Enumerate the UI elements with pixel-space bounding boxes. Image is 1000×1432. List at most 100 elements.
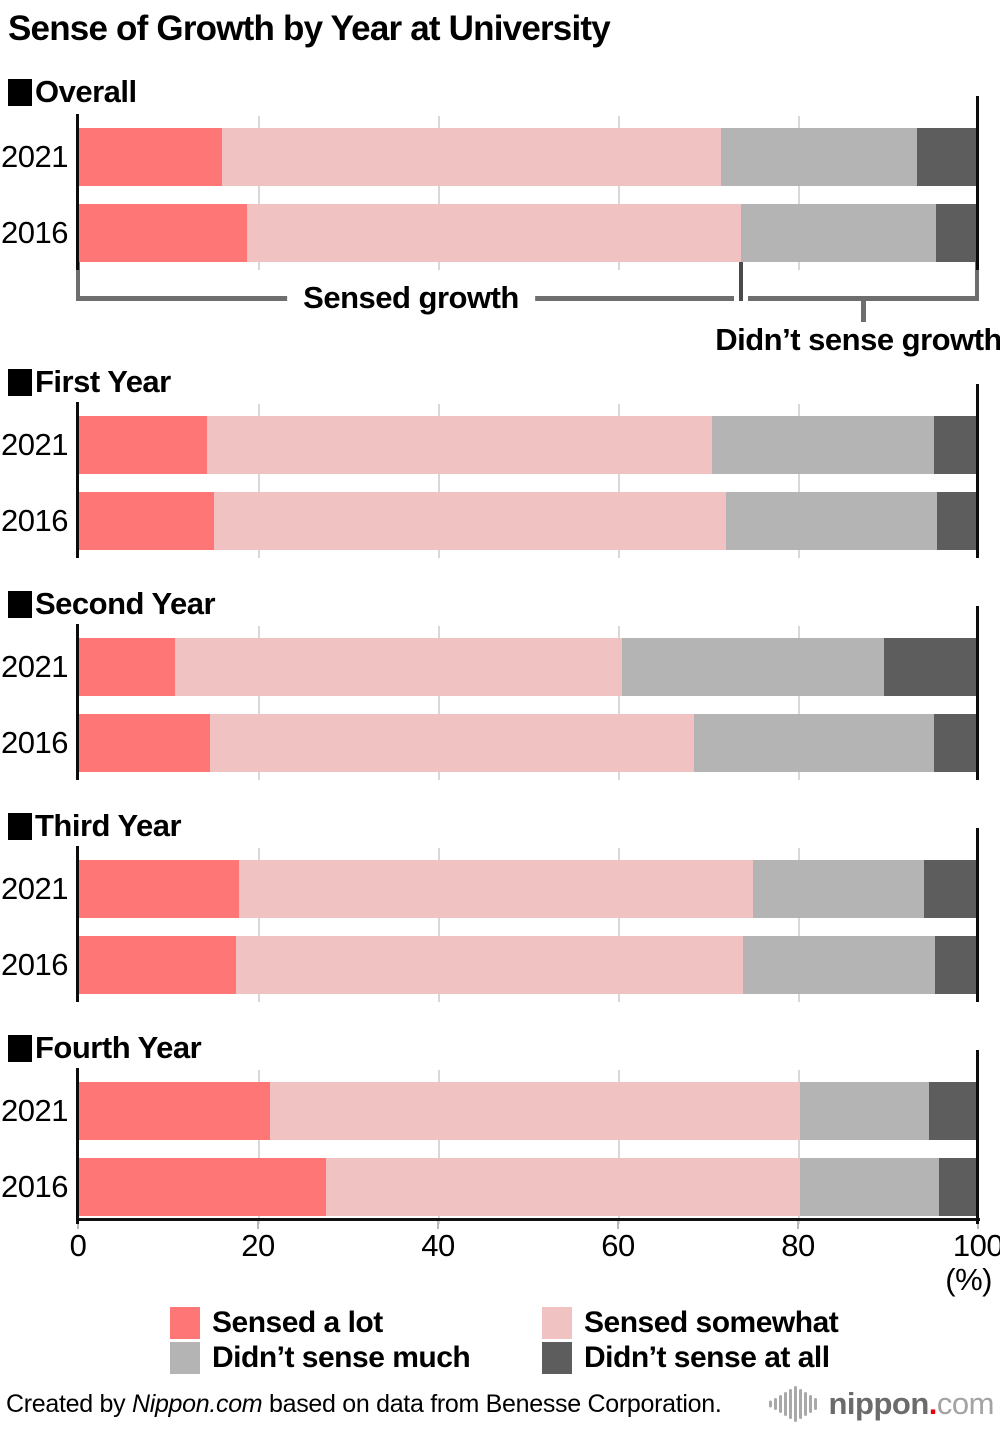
legend-label: Didn’t sense much [212, 1341, 471, 1374]
gridline-80 [798, 1070, 800, 1224]
gridline-20 [258, 1070, 260, 1224]
bar-segment-sensed-somewhat [213, 492, 726, 550]
bar-row: 2021 [1, 128, 978, 186]
gridline-40 [438, 116, 440, 270]
bar-segment-didnt-sense-at-all [937, 492, 978, 550]
axis-line-0 [76, 402, 79, 558]
x-tick-label: 0 [69, 1228, 87, 1263]
credit-text: Created by Nippon.com based on data from… [6, 1390, 722, 1419]
group-title: First Year [35, 364, 171, 399]
bar-segment-sensed-somewhat [236, 936, 744, 994]
legend-item-didnt-sense-at-all: Didn’t sense at all [542, 1341, 1000, 1375]
bar-segment-didnt-sense-at-all [935, 204, 978, 262]
bar-segment-sensed-somewhat [269, 1082, 800, 1140]
stacked-bar-fourth-year-2021 [78, 1082, 978, 1140]
x-tick-mark [437, 1221, 439, 1229]
legend-label: Sensed a lot [212, 1306, 383, 1339]
x-tick-label: 80 [781, 1228, 815, 1263]
legend-item-sensed-a-lot: Sensed a lot [170, 1306, 542, 1340]
bracket-tick-left [76, 259, 80, 301]
bar-row: 2016 [1, 204, 978, 262]
axis-line-0 [76, 624, 79, 780]
logo-wordmark: nippon.com [829, 1386, 995, 1422]
bar-segment-didnt-sense-much [725, 492, 938, 550]
plot-area-second-year: 2021 2016 [1, 606, 979, 780]
bar-segment-sensed-a-lot [78, 1158, 326, 1216]
axis-line-100 [976, 828, 979, 1002]
chart-group-third-year: Third Year 2021 2016 [0, 808, 1000, 1002]
bar-row: 2016 [1, 1158, 978, 1216]
legend-label: Didn’t sense at all [584, 1341, 830, 1374]
axis-line-100 [976, 96, 979, 270]
group-title: Third Year [35, 808, 182, 843]
axis-line-100 [976, 606, 979, 780]
year-label: 2021 [1, 649, 68, 684]
legend-swatch-sensed-a-lot [170, 1307, 200, 1339]
bar-segment-sensed-somewhat [247, 204, 742, 262]
bar-segment-didnt-sense-much [621, 638, 885, 696]
bar-segment-sensed-somewhat [239, 860, 753, 918]
black-square-icon [8, 1034, 32, 1062]
group-title: Second Year [35, 586, 216, 621]
legend-swatch-didnt-sense-much [170, 1342, 200, 1374]
bar-segment-sensed-somewhat [210, 714, 695, 772]
bracket-tick-right [975, 259, 979, 301]
bar-segment-sensed-a-lot [78, 416, 207, 474]
axis-line-100 [976, 1050, 979, 1224]
group-header-third-year: Third Year [8, 808, 1000, 844]
x-tick-label: 60 [601, 1228, 635, 1263]
bar-segment-sensed-a-lot [78, 860, 240, 918]
bar-segment-didnt-sense-at-all [929, 1082, 978, 1140]
legend-item-sensed-somewhat: Sensed somewhat [542, 1306, 1000, 1340]
axis-line-100 [976, 384, 979, 558]
bracket-tick-divider [734, 262, 749, 301]
x-tick-mark [797, 1221, 799, 1229]
black-square-icon [8, 78, 32, 106]
gridline-20 [258, 626, 260, 780]
bar-row: 2021 [1, 1082, 978, 1140]
growth-brackets: Sensed growth Didn’t sense growth [76, 259, 1000, 358]
bar-segment-sensed-a-lot [78, 638, 176, 696]
plot-area-third-year: 2021 2016 [1, 828, 979, 1002]
bar-row: 2016 [1, 714, 978, 772]
didnt-sense-growth-label: Didn’t sense growth [715, 322, 1000, 357]
gridline-80 [798, 404, 800, 558]
year-label: 2016 [1, 947, 68, 982]
gridline-40 [438, 1070, 440, 1224]
gridline-40 [438, 848, 440, 1002]
x-tick-label: 20 [241, 1228, 275, 1263]
chart-group-second-year: Second Year 2021 2016 [0, 586, 1000, 780]
bar-row: 2021 [1, 416, 978, 474]
year-label: 2016 [1, 1169, 68, 1204]
group-header-first-year: First Year [8, 364, 1000, 400]
gridline-60 [618, 404, 620, 558]
x-tick-mark [257, 1221, 259, 1229]
black-square-icon [8, 368, 32, 396]
bar-segment-sensed-a-lot [78, 492, 214, 550]
legend-swatch-sensed-somewhat [542, 1307, 572, 1339]
gridline-60 [618, 626, 620, 780]
group-header-fourth-year: Fourth Year [8, 1030, 1000, 1066]
legend-item-didnt-sense-much: Didn’t sense much [170, 1341, 542, 1375]
bar-segment-didnt-sense-much [799, 1082, 930, 1140]
gridline-20 [258, 404, 260, 558]
bar-segment-sensed-a-lot [78, 714, 211, 772]
plot-area-first-year: 2021 2016 [1, 384, 979, 558]
bar-segment-didnt-sense-at-all [934, 936, 978, 994]
stacked-bar-second-year-2016 [78, 714, 978, 772]
chart-group-fourth-year: Fourth Year 2021 2016 [0, 1030, 1000, 1224]
legend: Sensed a lot Sensed somewhat Didn’t sens… [170, 1306, 1000, 1375]
gridline-80 [798, 626, 800, 780]
chart-group-first-year: First Year 2021 2016 [0, 364, 1000, 558]
year-label: 2016 [1, 725, 68, 760]
logo-nippon-text: nippon [828, 1386, 930, 1421]
group-title: Overall [35, 74, 137, 109]
bar-segment-sensed-somewhat [325, 1158, 800, 1216]
gridline-20 [258, 116, 260, 270]
gridline-80 [798, 116, 800, 270]
bar-segment-sensed-a-lot [78, 128, 222, 186]
bar-segment-didnt-sense-much [712, 416, 934, 474]
axis-line-0 [76, 846, 79, 1002]
year-label: 2021 [1, 427, 68, 462]
black-square-icon [8, 590, 32, 618]
